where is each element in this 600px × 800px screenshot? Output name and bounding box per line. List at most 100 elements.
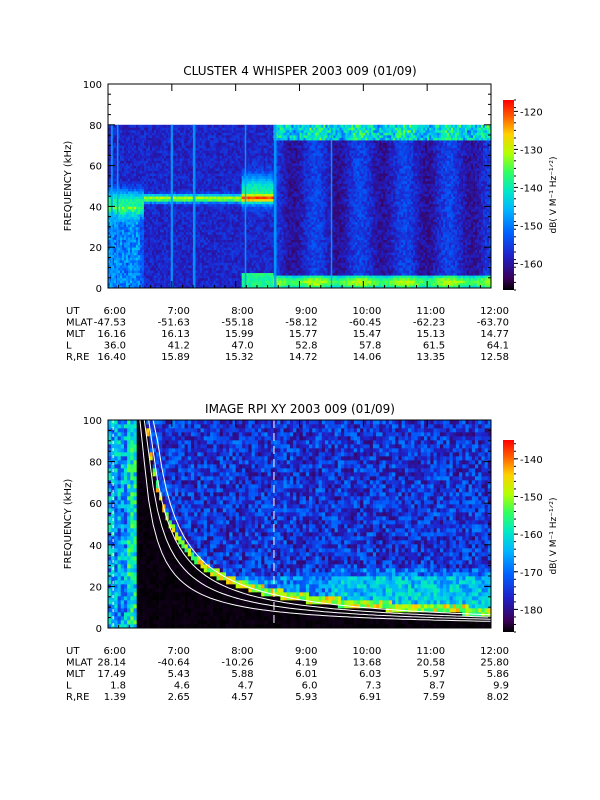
spectrogram-cell — [133, 214, 137, 217]
spectrogram-cell — [147, 163, 151, 166]
spectrogram-cell — [261, 267, 264, 271]
spectrogram-cell — [231, 231, 235, 235]
spectrogram-cell — [185, 249, 189, 253]
spectrogram-cell — [211, 244, 215, 248]
spectrogram-cell — [173, 180, 177, 184]
spectrogram-cell — [119, 165, 123, 169]
spectrogram-cell — [247, 272, 250, 276]
spectrogram-cell — [233, 201, 237, 205]
spectrogram-cell — [187, 137, 191, 141]
spectrogram-cell — [137, 132, 141, 136]
spectrogram-cell — [161, 173, 165, 177]
spectrogram-cell — [195, 231, 199, 235]
spectrogram-cell — [235, 163, 239, 166]
spectrogram-cell — [207, 252, 211, 256]
spectrogram-cell — [161, 270, 165, 274]
spectrogram-cell — [157, 265, 161, 268]
spectrogram-cell — [119, 280, 123, 284]
spectrogram-cell — [125, 247, 129, 251]
spectrogram-cell — [119, 145, 123, 149]
spectrogram-cell — [153, 178, 157, 182]
spectrogram-cell — [125, 150, 129, 154]
spectrogram-cell — [135, 132, 139, 136]
spectrogram-cell — [143, 244, 147, 248]
spectrogram-cell — [197, 132, 201, 136]
spectrogram-cell — [117, 231, 121, 235]
spectrogram-cell — [171, 211, 175, 215]
spectrogram-cell — [123, 145, 127, 149]
spectrogram-cell — [239, 183, 242, 187]
spectrogram-cell — [157, 249, 161, 253]
spectrogram-cell — [133, 124, 137, 128]
spectrogram-cell — [171, 267, 175, 271]
spectrogram-cell — [129, 124, 133, 128]
spectrogram-cell — [149, 191, 153, 194]
spectrogram-cell — [229, 135, 233, 138]
spectrogram-cell — [197, 211, 201, 215]
spectrogram-cell — [229, 244, 233, 248]
spectrogram-cell — [203, 135, 207, 138]
spectrogram-cell — [257, 208, 260, 212]
spectrogram-cell — [225, 257, 229, 261]
spectrogram-cell — [173, 170, 177, 174]
spectrogram-cell — [133, 168, 137, 172]
spectrogram-cell — [131, 140, 135, 143]
spectrogram-cell — [253, 173, 256, 177]
spectrogram-cell — [139, 157, 143, 161]
spectrogram-cell — [237, 242, 240, 245]
spectrogram-cell — [175, 127, 179, 131]
spectrogram-cell — [199, 277, 203, 281]
spectrogram-cell — [145, 270, 149, 274]
spectrogram-cell — [157, 257, 161, 261]
spectrogram-cell — [133, 252, 137, 256]
spectrogram-cell — [221, 282, 225, 286]
spectrogram-cell — [231, 272, 235, 276]
spectrogram-cell — [131, 214, 135, 217]
spectrogram-cell — [225, 229, 229, 233]
spectrogram-cell — [207, 272, 211, 276]
spectrogram-cell — [209, 165, 213, 169]
spectrogram-cell — [161, 257, 165, 261]
spectrogram-cell — [213, 127, 217, 131]
spectrogram-cell — [149, 196, 153, 200]
spectrogram-cell — [137, 180, 141, 184]
spectrogram-cell — [199, 160, 203, 164]
spectrogram-cell — [159, 280, 163, 284]
spectrogram-cell — [233, 214, 237, 217]
spectrogram-cell — [231, 208, 235, 212]
spectrogram-cell — [189, 193, 193, 197]
spectrogram-cell — [259, 229, 262, 233]
spectrogram-cell — [203, 242, 207, 245]
spectrogram-cell — [187, 145, 191, 149]
spectrogram-cell — [237, 163, 240, 166]
spectrogram-cell — [231, 165, 235, 169]
spectrogram-cell — [119, 188, 123, 192]
spectrogram-cell — [135, 206, 139, 210]
spectrogram-cell — [227, 214, 231, 217]
spectrogram-cell — [147, 272, 151, 276]
spectrogram-cell — [177, 277, 181, 281]
spectrogram-cell — [247, 282, 250, 286]
spectrogram-cell — [209, 211, 213, 215]
spectrogram-cell — [213, 252, 217, 256]
spectrogram-cell — [201, 219, 205, 223]
spectrogram-cell — [147, 198, 151, 202]
spectrogram-cell — [257, 252, 260, 256]
spectrogram-cell — [155, 259, 159, 263]
spectrogram-cell — [261, 137, 264, 141]
spectrogram-cell — [231, 142, 235, 146]
spectrogram-cell — [197, 155, 201, 159]
spectrogram-cell — [111, 173, 115, 177]
spectrogram-cell — [145, 244, 149, 248]
spectrogram-cell — [257, 211, 260, 215]
spectrogram-cell — [108, 163, 111, 166]
spectrogram-cell — [205, 211, 209, 215]
spectrogram-cell — [133, 244, 137, 248]
spectrogram-cell — [221, 163, 225, 166]
spectrogram-cell — [219, 163, 223, 166]
spectrogram-cell — [251, 214, 254, 217]
spectrogram-cell — [179, 168, 183, 172]
spectrogram-cell — [123, 224, 127, 228]
spectrogram-cell — [123, 257, 127, 261]
spectrogram-cell — [213, 163, 217, 166]
